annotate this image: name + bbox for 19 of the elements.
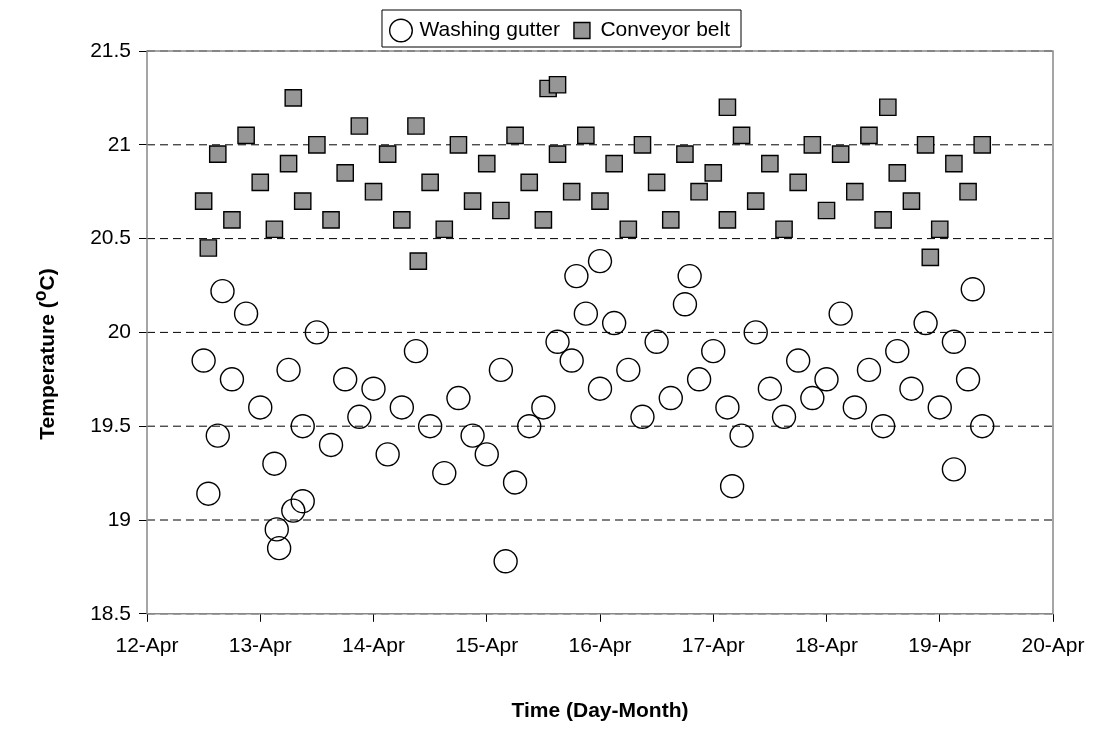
x-tick-label: 13-Apr — [228, 633, 292, 657]
y-tick-label: 21 — [107, 131, 131, 155]
y-tick-label: 20 — [107, 319, 131, 343]
y-tick-label: 18.5 — [90, 600, 131, 624]
legend-label: Washing gutter — [419, 17, 560, 41]
x-tick-label: 19-Apr — [908, 633, 972, 657]
y-tick-label: 19.5 — [90, 413, 131, 436]
x-tick-label: 14-Apr — [341, 633, 406, 657]
y-tick-label: 21.5 — [90, 37, 131, 61]
x-tick-label: 20-Apr — [1021, 633, 1085, 657]
x-tick-label: 16-Apr — [568, 633, 632, 657]
x-tick-label: 15-Apr — [455, 633, 519, 657]
x-tick-label: 18-Apr — [794, 633, 859, 657]
legend-label: Conveyor belt — [600, 17, 731, 41]
x-tick-label: 17-Apr — [681, 633, 745, 657]
x-axis-title: Time (Day-Month) — [511, 698, 689, 722]
y-tick-label: 19 — [107, 506, 131, 530]
x-tick-label: 12-Apr — [115, 633, 179, 657]
y-tick-label: 20.5 — [90, 225, 131, 249]
